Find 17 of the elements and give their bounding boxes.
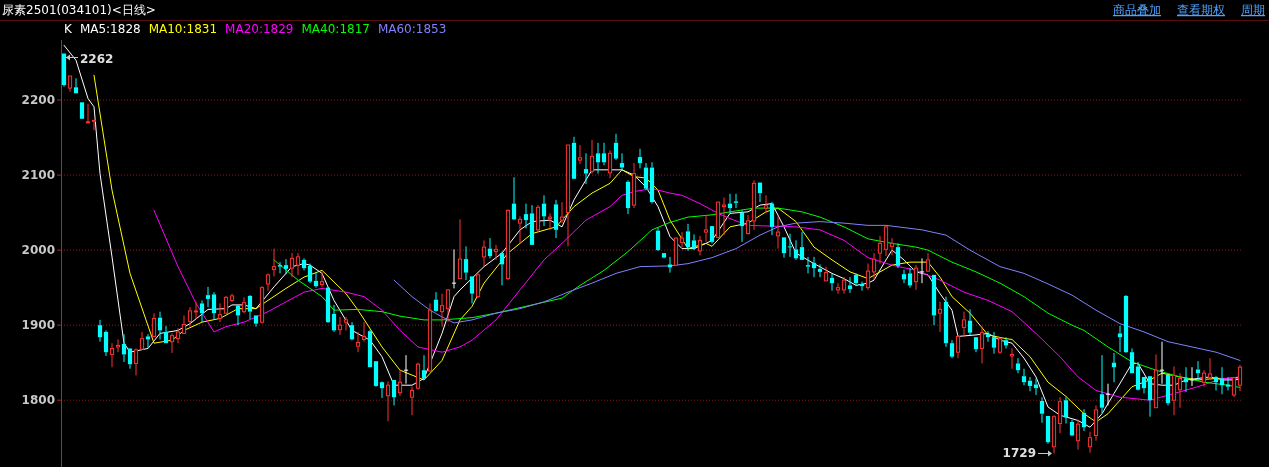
ytick: 2100: [21, 168, 55, 183]
control: 商品叠加: [1113, 3, 1161, 17]
ytick: 1900: [21, 318, 55, 333]
ytick: 2200: [21, 93, 55, 108]
legend: MA20:1829: [225, 22, 294, 36]
control: 周期: [1241, 3, 1265, 17]
ytick: 2000: [21, 243, 55, 258]
legend: MA10:1831: [148, 22, 218, 36]
annotation: 2262: [80, 51, 114, 66]
annotation: 1729: [1002, 446, 1036, 461]
legend: MA40:1817: [301, 22, 370, 36]
control: 查看期权: [1177, 3, 1225, 17]
legend: MA60:1853: [377, 22, 447, 36]
ytick: 1800: [21, 393, 55, 408]
annotation: K: [64, 22, 72, 36]
title: 尿素2501(034101)<日线>: [2, 3, 156, 17]
legend: MA5:1828: [79, 22, 141, 36]
